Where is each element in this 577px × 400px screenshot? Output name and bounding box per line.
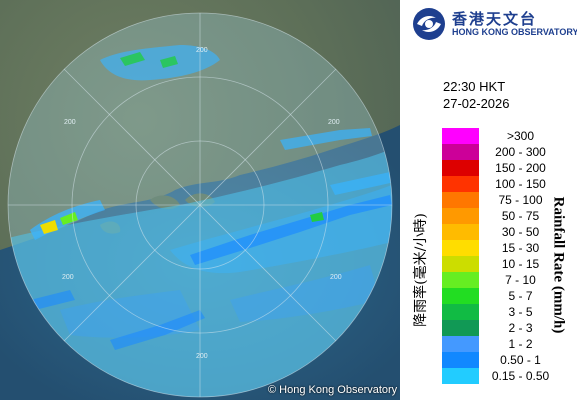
legend-range-label: 15 - 30: [501, 241, 540, 255]
legend-item: 1 - 2: [442, 336, 562, 352]
legend-title-chinese: 降雨率(毫米/小時): [400, 170, 440, 370]
legend-item: 10 - 15: [442, 256, 562, 272]
legend-title-chinese-text: 降雨率(毫米/小時): [413, 213, 429, 327]
legend-swatch: [442, 192, 479, 208]
legend-range-label: 2 - 3: [508, 321, 533, 335]
legend-item: 50 - 75: [442, 208, 562, 224]
legend-swatch: [442, 288, 479, 304]
legend-item: 7 - 10: [442, 272, 562, 288]
legend-item: 0.50 - 1: [442, 352, 562, 368]
legend-swatch: [442, 304, 479, 320]
legend-range-label: 150 - 200: [495, 161, 546, 175]
ring-label: 200: [64, 119, 76, 126]
legend-swatch: [442, 144, 479, 160]
legend-range-label: 7 - 10: [505, 273, 536, 287]
legend-range-label: 50 - 75: [501, 209, 540, 223]
legend-range-label: 3 - 5: [508, 305, 533, 319]
legend-item: 200 - 300: [442, 144, 562, 160]
legend-item: 100 - 150: [442, 176, 562, 192]
legend-range-label: >300: [506, 129, 535, 143]
copyright-notice: © Hong Kong Observatory: [268, 384, 397, 396]
copyright-text: Hong Kong Observatory: [279, 384, 398, 396]
legend-swatch: [442, 320, 479, 336]
legend-swatch: [442, 352, 479, 368]
logo-chinese-name: 香港天文台: [452, 11, 538, 28]
legend-swatch: [442, 256, 479, 272]
ring-label: 200: [196, 353, 208, 360]
legend-item: >300: [442, 128, 562, 144]
legend-swatch: [442, 128, 479, 144]
ring-label: 200: [196, 47, 208, 54]
legend-range-label: 0.15 - 0.50: [491, 369, 550, 383]
legend-item: 0.15 - 0.50: [442, 368, 562, 384]
time-text: 22:30 HKT: [443, 79, 506, 94]
legend-title-english: Rainfall Rate (mm/h): [540, 150, 577, 380]
legend-range-label: 1 - 2: [508, 337, 533, 351]
ring-label: 200: [62, 274, 74, 281]
legend-swatch: [442, 176, 479, 192]
range-rings: [7, 12, 393, 398]
legend-swatch: [442, 224, 479, 240]
legend-item: 75 - 100: [442, 192, 562, 208]
hko-logo-icon: [413, 8, 445, 40]
legend-item: 5 - 7: [442, 288, 562, 304]
legend-item: 150 - 200: [442, 160, 562, 176]
legend-item: 2 - 3: [442, 320, 562, 336]
legend-title-english-text: Rainfall Rate (mm/h): [550, 196, 567, 334]
radar-map: 200 200 200 200 200 200 © Hong Kong Obse…: [0, 0, 400, 400]
date-text: 27-02-2026: [443, 96, 510, 111]
timestamp: 22:30 HKT 27-02-2026: [443, 78, 510, 112]
legend-range-label: 0.50 - 1: [500, 353, 541, 367]
logo-english-name: HONG KONG OBSERVATORY: [452, 27, 577, 37]
legend-swatch: [442, 272, 479, 288]
radar-image: 200 200 200 200 200 200: [0, 0, 400, 400]
ring-label: 200: [328, 119, 340, 126]
legend-item: 30 - 50: [442, 224, 562, 240]
legend-range-label: 5 - 7: [508, 289, 533, 303]
legend-item: 3 - 5: [442, 304, 562, 320]
legend-swatch: [442, 240, 479, 256]
legend-range-label: 100 - 150: [495, 177, 546, 191]
hko-logo: 香港天文台 HONG KONG OBSERVATORY: [412, 6, 577, 40]
legend-swatch: [442, 208, 479, 224]
legend-item: 15 - 30: [442, 240, 562, 256]
ring-label: 200: [330, 274, 342, 281]
legend-range-label: 75 - 100: [498, 193, 543, 207]
legend-range-label: 200 - 300: [495, 145, 546, 159]
legend-swatch: [442, 368, 479, 384]
copyright-symbol: ©: [268, 384, 277, 396]
legend-swatch: [442, 160, 479, 176]
island: [150, 195, 180, 210]
legend-swatch: [442, 336, 479, 352]
legend-panel: 香港天文台 HONG KONG OBSERVATORY 22:30 HKT 27…: [400, 0, 577, 400]
legend-range-label: 30 - 50: [501, 225, 540, 239]
legend-range-label: 10 - 15: [501, 257, 540, 271]
range-ring-labels: 200 200 200 200 200 200: [62, 47, 342, 360]
